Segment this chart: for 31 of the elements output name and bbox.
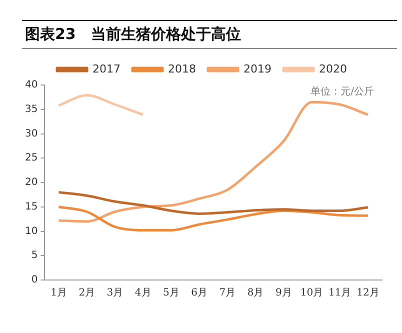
- annotation: 单位：元/公斤: [310, 86, 374, 98]
- y-tick-label: 30: [24, 128, 38, 140]
- y-tick-label: 0: [31, 274, 38, 286]
- x-tick-label: 1月: [50, 288, 67, 299]
- line-series: [58, 100, 370, 223]
- x-tick-label: 3月: [106, 288, 124, 299]
- y-tick-label: 5: [31, 250, 38, 262]
- y-tick-label: 35: [24, 104, 38, 115]
- x-tick-label: 12月: [356, 288, 380, 299]
- x-tick-label: 8月: [247, 288, 264, 299]
- x-tick-label: 11月: [328, 288, 352, 299]
- y-tick-label: 10: [24, 226, 38, 237]
- y-tick-label: 25: [24, 152, 38, 164]
- legend-label: 2018: [168, 62, 196, 76]
- line-series: [58, 206, 370, 232]
- x-tick-label: 7月: [219, 288, 236, 299]
- legend-label: 2017: [92, 62, 121, 76]
- legend-label: 2019: [244, 62, 272, 76]
- legend-label: 2020: [318, 62, 347, 76]
- line-series: [58, 94, 144, 116]
- chart-title: 图表23 当前生猪价格处于高位: [22, 20, 397, 49]
- line-series: [58, 191, 370, 215]
- x-tick-label: 2月: [78, 288, 96, 299]
- y-tick-label: 20: [24, 177, 38, 188]
- x-tick-label: 4月: [134, 288, 152, 299]
- x-tick-label: 6月: [191, 288, 208, 299]
- x-tick-label: 9月: [275, 288, 292, 299]
- x-tick-label: 10月: [300, 288, 324, 299]
- y-tick-label: 40: [24, 80, 38, 91]
- x-tick-label: 5月: [163, 288, 180, 299]
- y-tick-label: 15: [24, 201, 38, 212]
